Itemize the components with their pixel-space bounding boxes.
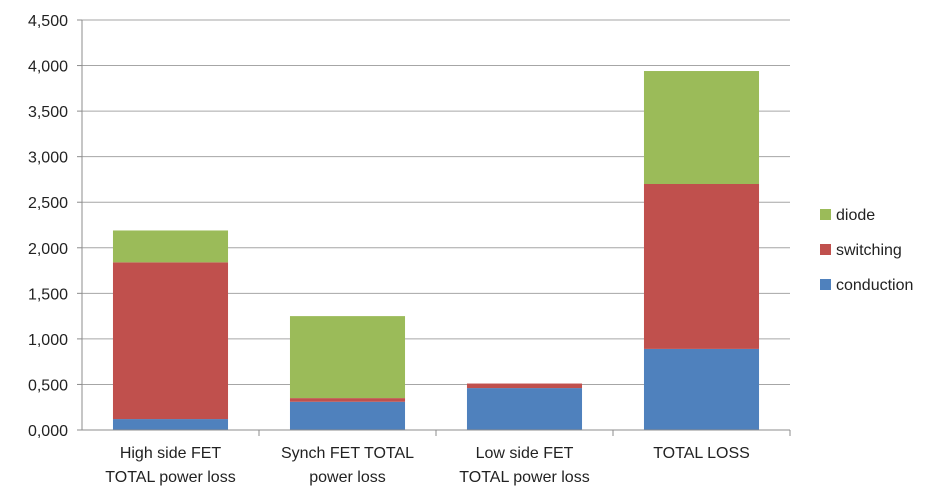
legend: diode switching conduction	[820, 207, 913, 294]
legend-label-diode: diode	[836, 207, 875, 224]
y-tick-label: 4,500	[28, 13, 68, 30]
bars	[112, 71, 760, 430]
y-tick-label: 1,500	[28, 286, 68, 303]
x-tick-label: Low side FET	[476, 445, 574, 462]
x-tick-label: TOTAL LOSS	[653, 445, 750, 462]
y-tick-label: 2,000	[28, 241, 68, 258]
x-tick-label: Synch FET TOTAL	[281, 445, 414, 462]
bar-segment-diode	[112, 230, 229, 263]
bar-segment-switching	[466, 383, 583, 389]
y-tick-label: 3,000	[28, 150, 68, 167]
legend-swatch-conduction	[820, 279, 831, 290]
bar-segment-conduction	[289, 401, 406, 430]
y-tick-label: 4,000	[28, 59, 68, 76]
y-tick-label: 2,500	[28, 195, 68, 212]
legend-label-switching: switching	[836, 242, 902, 259]
legend-swatch-diode	[820, 209, 831, 220]
axes: 0,000 0,500 1,000 1,500 2,000 2,500 3,000 3,500…	[28, 13, 791, 486]
bar-segment-conduction	[643, 348, 760, 430]
bar-segment-conduction	[112, 419, 229, 430]
y-tick-label: 3,500	[28, 104, 68, 121]
x-tick-label: TOTAL power loss	[459, 469, 589, 486]
y-tick-label: 1,000	[28, 332, 68, 349]
y-tick-label: 0,500	[28, 377, 68, 394]
x-tick-label: power loss	[309, 469, 385, 486]
bar-segment-switching	[289, 398, 406, 402]
bar-segment-switching	[112, 262, 229, 420]
bar-segment-switching	[643, 184, 760, 349]
x-tick-label: High side FET	[120, 445, 222, 462]
bar-segment-conduction	[466, 388, 583, 430]
x-tick-label: TOTAL power loss	[105, 469, 235, 486]
bar-segment-diode	[289, 316, 406, 399]
bar-segment-diode	[643, 71, 760, 184]
legend-swatch-switching	[820, 244, 831, 255]
legend-label-conduction: conduction	[836, 277, 913, 294]
y-tick-label: 0,000	[28, 423, 68, 440]
